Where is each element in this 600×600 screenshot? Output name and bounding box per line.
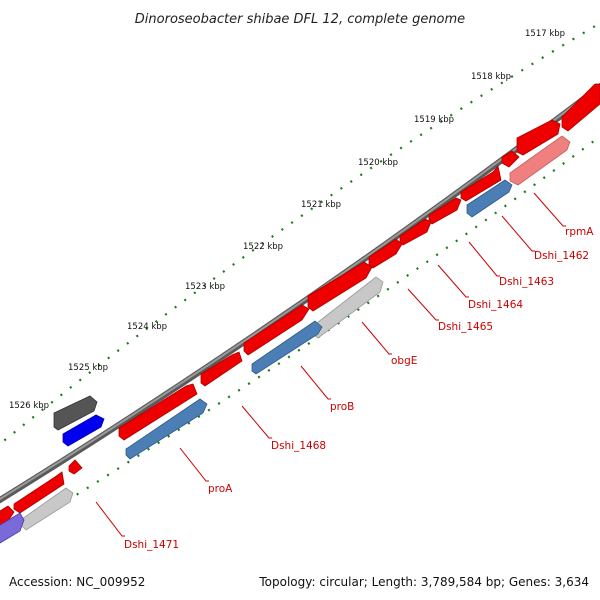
- misc-feature-block[interactable]: [53, 395, 98, 431]
- gene-labels: rpmA Dshi_1462 Dshi_1463 Dshi_1464 Dshi_1465…: [95, 192, 594, 551]
- gene-leader-line: [241, 405, 272, 439]
- gene-leader-line: [407, 288, 439, 321]
- gene-arrow[interactable]: [118, 383, 198, 441]
- gene-leader-line: [179, 447, 209, 482]
- gene-arrow[interactable]: [68, 459, 83, 475]
- scale-tick-label: 1526 kbp: [9, 401, 49, 411]
- scale-tick-label: 1523 kbp: [185, 282, 225, 292]
- gene-label[interactable]: Dshi_1465: [438, 321, 493, 333]
- gene-leader-line: [300, 365, 331, 400]
- cds-block[interactable]: [509, 135, 571, 186]
- gene-arrow[interactable]: [307, 261, 373, 312]
- map-title: Dinoroseobacter shibae DFL 12, complete …: [135, 12, 465, 27]
- gene-arrow[interactable]: [0, 505, 15, 528]
- scale-arc: [0, 21, 600, 446]
- gene-label[interactable]: proA: [208, 483, 233, 495]
- gene-label[interactable]: Dshi_1464: [468, 299, 523, 311]
- accession-text: Accession: NC_009952: [9, 575, 145, 589]
- scale-tick-label: 1520 kbp: [358, 158, 398, 168]
- gene-leader-line: [533, 192, 566, 227]
- gene-label[interactable]: rpmA: [565, 226, 594, 238]
- gene-label[interactable]: Dshi_1468: [271, 440, 326, 452]
- gene-arrow[interactable]: [516, 119, 561, 156]
- gene-leader-line: [95, 501, 125, 537]
- scale-tick-label: 1519 kbp: [414, 115, 454, 125]
- gene-label[interactable]: Dshi_1462: [534, 250, 589, 262]
- cds-block[interactable]: [0, 512, 25, 546]
- inner-tick-arc: [0, 135, 600, 544]
- gene-label[interactable]: obgE: [391, 355, 417, 367]
- scale-tick-label: 1525 kbp: [68, 363, 108, 373]
- gene-label[interactable]: Dshi_1471: [124, 539, 179, 551]
- scale-tick-label: 1518 kbp: [471, 72, 511, 82]
- cds-block[interactable]: [466, 179, 513, 218]
- gene-label[interactable]: Dshi_1463: [499, 276, 554, 288]
- gene-leader-line: [468, 241, 500, 277]
- gene-arrow[interactable]: [561, 83, 600, 132]
- gene-arrow[interactable]: [243, 304, 310, 356]
- rna-feature[interactable]: [62, 414, 105, 447]
- scale-ruler: 1517 kbp 1518 kbp 1519 kbp 1520 kbp 1521 kbp…: [0, 21, 600, 446]
- gene-arrow[interactable]: [501, 150, 520, 168]
- cds-block[interactable]: [125, 398, 208, 460]
- gene-arrow[interactable]: [200, 351, 243, 387]
- gene-leader-line: [361, 321, 392, 355]
- cds-features: [0, 135, 571, 546]
- gene-leader-line: [437, 264, 469, 298]
- cds-block[interactable]: [251, 320, 323, 375]
- genome-backbone-highlight: [0, 84, 600, 501]
- scale-tick-label: 1517 kbp: [525, 29, 565, 39]
- gene-arrow[interactable]: [460, 165, 502, 202]
- topology-text: Topology: circular; Length: 3,789,584 bp…: [258, 575, 589, 589]
- scale-tick-label: 1521 kbp: [301, 200, 341, 210]
- scale-tick-label: 1524 kbp: [127, 322, 167, 332]
- forward-strand-genes: [0, 83, 600, 528]
- misc-features: [53, 395, 105, 447]
- gene-label[interactable]: proB: [330, 401, 354, 413]
- gene-leader-line: [501, 215, 535, 252]
- gene-arrow[interactable]: [13, 471, 65, 514]
- scale-tick-label: 1522 kbp: [243, 242, 283, 252]
